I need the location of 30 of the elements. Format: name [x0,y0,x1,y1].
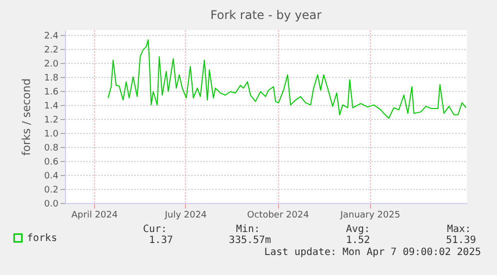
text: 1.37 [148,235,174,246]
y-tick-label: 1.0 [44,129,59,140]
y-tick-label: 0.4 [44,171,59,182]
text: Avg: [346,224,370,235]
y-tick-label: 1.6 [44,87,59,98]
y-tick-label: 1.8 [44,73,59,84]
line-series [108,39,466,119]
x-tick-label: April 2024 [71,210,118,220]
text: 51.39 [446,235,476,246]
y-tick-label: 0.8 [44,143,59,154]
text: Cur: [142,224,168,235]
y-tick-label: 0.2 [44,185,58,196]
text: Min: [236,224,260,235]
x-tick-label: October 2024 [247,210,310,220]
y-tick-label: 2.0 [44,59,59,70]
chart-title: Fork rate - by year [210,8,322,22]
x-tick-label: July 2024 [164,210,208,220]
y-tick-label: 1.2 [44,115,58,126]
text: Max: [446,224,472,235]
y-tick-label: 1.4 [44,101,59,112]
text: 335.57m [228,235,272,246]
y-tick-label: 0.0 [44,200,59,210]
legend-label: forks [27,233,58,244]
text: Last update: Mon Apr 7 09:00:02 2025 [264,247,481,258]
y-tick-label: 2.2 [44,45,58,56]
y-tick-label: 0.6 [44,157,59,168]
text: 1.52 [346,235,370,246]
x-tick-label: January 2025 [339,210,400,220]
y-tick-label: 2.4 [44,31,59,42]
y-axis-title: forks / second [20,78,34,156]
